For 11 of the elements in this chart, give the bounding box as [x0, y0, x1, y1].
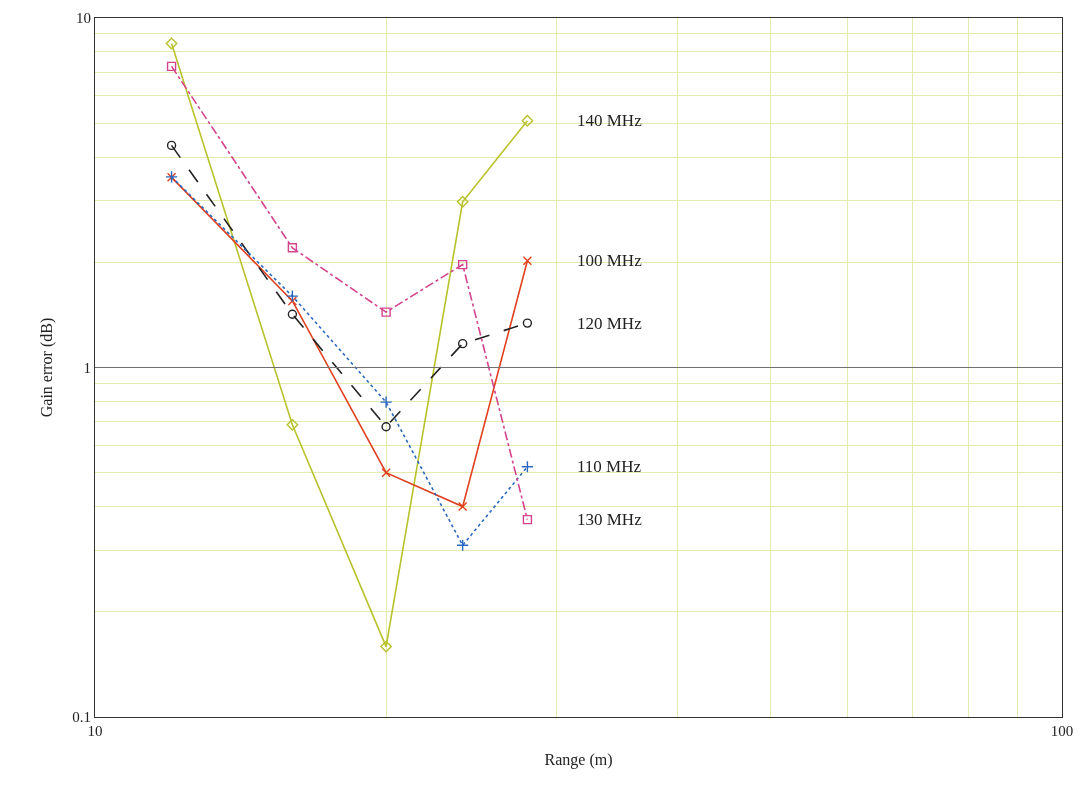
y-axis-title: Gain error (dB)	[38, 317, 57, 418]
text: 100 MHz	[577, 251, 643, 270]
text: 110 MHz	[577, 457, 642, 476]
text: 140 MHz	[577, 111, 643, 130]
x-tick-label: 100	[1050, 723, 1074, 739]
y-tick-label: 1	[83, 359, 91, 376]
x-axis-title: Range (m)	[544, 750, 613, 769]
text: 120 MHz	[577, 314, 643, 333]
text: 130 MHz	[577, 510, 643, 529]
y-tick-label: 10	[76, 10, 91, 27]
y-tick-label: 0.1	[72, 709, 91, 726]
